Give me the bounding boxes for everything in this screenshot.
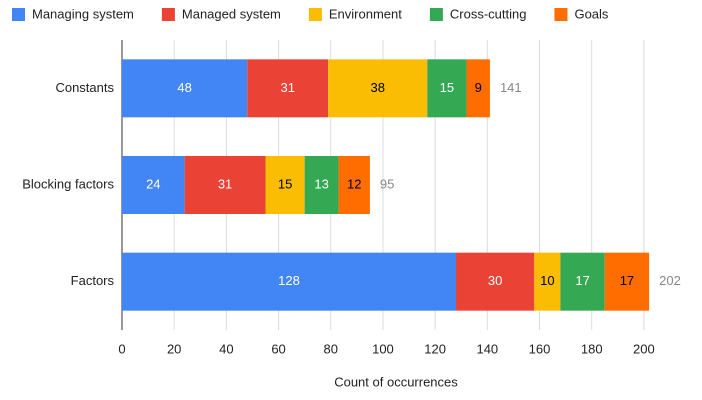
value-label: 12: [347, 176, 361, 191]
value-label: 31: [280, 80, 294, 95]
value-label: 9: [475, 80, 482, 95]
x-tick-label: 0: [118, 341, 125, 356]
y-tick-label: Factors: [71, 273, 115, 288]
bar-segment: [466, 59, 490, 118]
x-tick-label: 40: [219, 341, 233, 356]
legend-swatch: [12, 8, 25, 21]
legend-swatch: [554, 8, 568, 21]
bar-segment: [122, 59, 248, 118]
x-tick-label: 140: [476, 341, 498, 356]
bar-segment: [427, 59, 467, 118]
value-label: 30: [488, 273, 502, 288]
x-tick-label: 200: [633, 341, 655, 356]
bar-segment: [604, 252, 650, 311]
legend-label: Goals: [574, 6, 608, 21]
bar-segment: [534, 252, 561, 311]
x-tick-label: 20: [167, 341, 181, 356]
value-label: 17: [575, 273, 589, 288]
value-label: 128: [278, 273, 300, 288]
legend-label: Environment: [329, 6, 402, 21]
legend-label: Managing system: [32, 6, 134, 21]
bar-segment: [122, 252, 457, 311]
bar-segment: [560, 252, 605, 311]
x-tick-label: 100: [372, 341, 394, 356]
bar-segment: [456, 252, 535, 311]
bar-segment: [265, 156, 305, 214]
bar-segment: [122, 156, 185, 214]
y-tick-label: Constants: [55, 80, 114, 95]
bar-segment: [184, 156, 266, 214]
y-tick-label: Blocking factors: [22, 176, 114, 191]
x-tick-label: 60: [271, 341, 285, 356]
value-label: 13: [314, 176, 328, 191]
value-label: 24: [146, 176, 160, 191]
bar-segment: [304, 156, 339, 214]
x-tick-label: 160: [529, 341, 551, 356]
legend-label: Managed system: [182, 6, 281, 21]
value-label: 48: [177, 80, 191, 95]
bar-segment: [247, 59, 329, 118]
bar-segment: [338, 156, 370, 214]
x-tick-label: 80: [324, 341, 338, 356]
value-label: 31: [218, 176, 232, 191]
value-label: 17: [620, 273, 634, 288]
legend-swatch: [161, 8, 175, 21]
value-label: 15: [278, 176, 292, 191]
value-label: 10: [540, 273, 554, 288]
x-axis-label: Count of occurrences: [334, 374, 458, 389]
total-label: 95: [380, 176, 394, 191]
total-label: 141: [500, 80, 522, 95]
legend-label: Cross-cutting: [450, 6, 527, 21]
legend-swatch: [308, 8, 322, 21]
value-label: 15: [440, 80, 454, 95]
value-label: 38: [370, 80, 384, 95]
bar-segment: [328, 59, 428, 118]
legend-swatch: [429, 8, 443, 21]
x-tick-label: 120: [424, 341, 446, 356]
total-label: 202: [659, 273, 681, 288]
x-tick-label: 180: [581, 341, 603, 356]
